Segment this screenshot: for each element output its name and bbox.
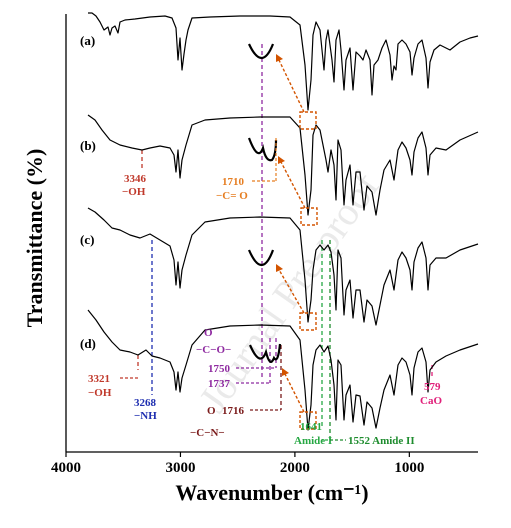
ann-3268: 3268 xyxy=(134,397,157,409)
ann-1750: 1750 xyxy=(208,363,231,375)
trace-c xyxy=(87,207,479,326)
trace-labels: (a) (b) (c) (d) xyxy=(80,33,96,351)
zoom-insets xyxy=(247,43,282,363)
label-b: (b) xyxy=(80,138,96,153)
x-tick-label: 4000 xyxy=(51,460,81,476)
ann-1552: 1552 Amide II xyxy=(348,435,415,447)
arrowhead-c xyxy=(276,264,283,272)
zoom-callouts xyxy=(277,57,318,430)
x-axis-title: Wavenumber (cm⁻¹) xyxy=(175,480,368,505)
inset-b-peak xyxy=(247,137,278,162)
trace-a xyxy=(88,12,479,111)
trace-b xyxy=(87,114,479,216)
arrowhead-b xyxy=(278,156,285,164)
ann-1737: 1737 xyxy=(208,378,231,390)
x-tick-label: 3000 xyxy=(165,460,195,476)
ester-group: −C−O− xyxy=(196,344,231,356)
ann-579-group: CaO xyxy=(420,395,442,407)
inset-c-peak xyxy=(247,249,275,267)
ann-579: 579 xyxy=(424,381,441,393)
label-c: (c) xyxy=(80,232,94,247)
arrow-c xyxy=(277,267,305,314)
box-a xyxy=(299,111,317,130)
spectra xyxy=(87,12,479,431)
ann-1710-group: −C= O xyxy=(216,190,248,202)
amide-o: O xyxy=(207,405,216,417)
peak-annotations: 3346 −OH 1710 −C= O 3321 −OH 3268 −NH O … xyxy=(88,138,442,447)
trace-d xyxy=(87,309,479,431)
amide-group: −C−N− xyxy=(190,427,225,439)
ann-1710: 1710 xyxy=(222,176,245,188)
ann-3321-group: −OH xyxy=(88,387,112,399)
label-d: (d) xyxy=(80,336,96,351)
box-d xyxy=(299,411,317,430)
ann-1716: 1716 xyxy=(222,405,245,417)
label-a: (a) xyxy=(80,33,95,48)
ann-1641: 1641 xyxy=(300,421,322,433)
x-ticks: 4000 3000 2000 1000 xyxy=(51,452,424,476)
x-tick-label: 1000 xyxy=(394,460,424,476)
inset-a-peak xyxy=(248,43,275,60)
arrowhead-d xyxy=(282,368,289,376)
ann-3268-group: −NH xyxy=(134,410,157,422)
box-b xyxy=(300,207,318,226)
arrow-d xyxy=(283,371,305,413)
ann-3321: 3321 xyxy=(88,373,110,385)
ann-3346: 3346 xyxy=(124,173,147,185)
ann-1641-group: Amide I xyxy=(294,435,332,447)
ann-3346-group: −OH xyxy=(122,186,146,198)
axes xyxy=(65,14,478,453)
box-c xyxy=(299,312,317,331)
x-tick-label: 2000 xyxy=(280,460,310,476)
arrow-b xyxy=(279,159,306,209)
ester-o: O xyxy=(204,327,213,339)
arrowhead-a xyxy=(276,54,283,62)
arrow-a xyxy=(277,57,305,113)
guide-lines xyxy=(137,44,433,440)
arrowheads xyxy=(276,54,289,376)
y-axis-title: Transmittance (%) xyxy=(22,149,47,328)
inset-d-peak xyxy=(248,343,282,363)
